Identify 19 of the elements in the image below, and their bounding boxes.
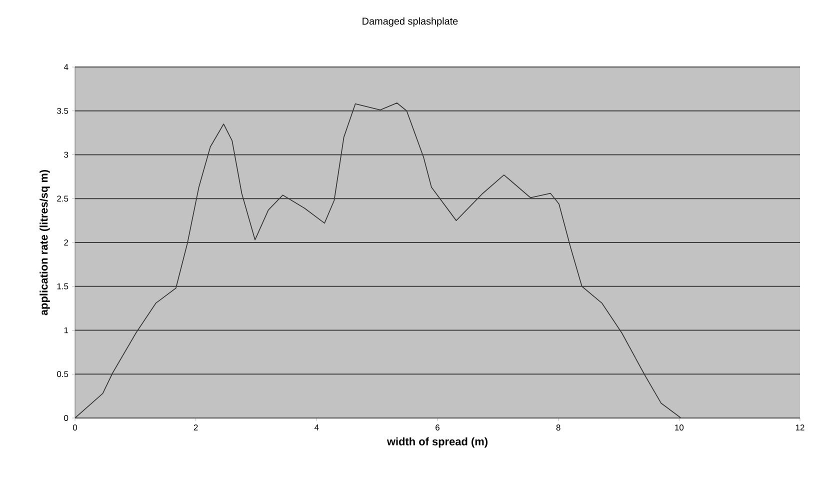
- chart-title: Damaged splashplate: [362, 17, 458, 27]
- y-axis-title: application rate (litres/sq m): [40, 170, 50, 316]
- y-tick-label: 0.5: [57, 371, 68, 378]
- x-axis-title: width of spread (m): [386, 437, 488, 448]
- x-tick-label: 2: [194, 424, 198, 430]
- y-tick-label: 2.5: [57, 196, 68, 202]
- x-tick-label: 4: [314, 424, 319, 430]
- x-tick-label: 8: [556, 424, 560, 431]
- y-tick-label: 2: [64, 240, 68, 246]
- x-tick-label: 0: [72, 424, 78, 431]
- x-tick-label: 12: [796, 424, 804, 430]
- y-tick-label: 4: [64, 64, 68, 70]
- y-tick-label: 1.5: [57, 283, 68, 290]
- y-tick-label: 3: [64, 152, 68, 158]
- x-tick-label: 6: [436, 424, 440, 431]
- y-tick-label: 3.5: [57, 108, 68, 114]
- y-tick-label: 1: [64, 327, 68, 334]
- y-tick-label: 0: [64, 415, 68, 421]
- x-tick-label: 10: [675, 424, 684, 431]
